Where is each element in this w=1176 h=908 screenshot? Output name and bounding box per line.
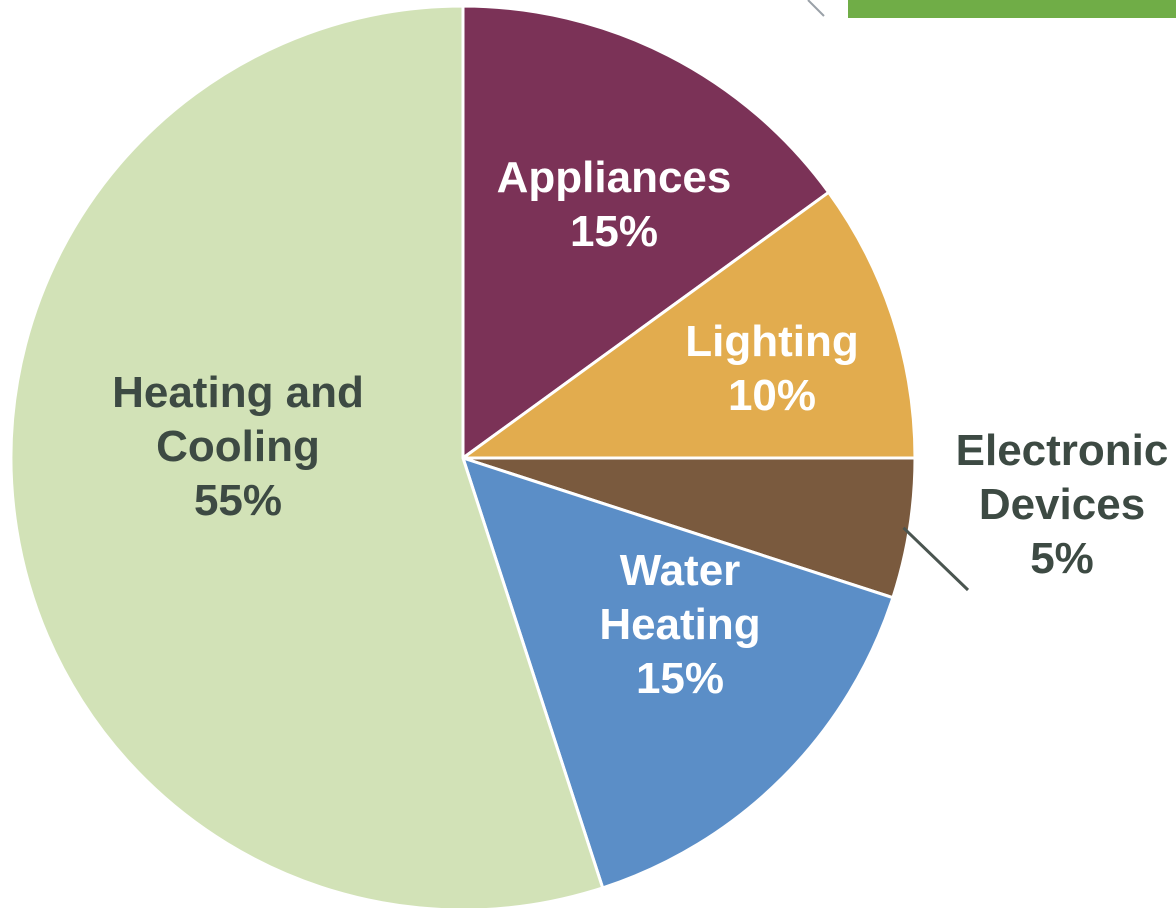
slice-label-line: 55% — [194, 476, 282, 525]
accent-line — [807, 0, 825, 17]
slice-label-heating-and-cooling: Heating and Cooling 55% — [112, 368, 364, 525]
slice-label-line: Lighting — [685, 317, 859, 366]
slice-label-line: Cooling — [156, 422, 320, 471]
slice-label-line: Water — [620, 546, 741, 595]
header-decoration — [807, 0, 1176, 18]
slice-label-water-heating: Water Heating 15% — [599, 546, 760, 703]
slice-label-line: Devices — [979, 480, 1145, 529]
slice-label-line: 5% — [1030, 534, 1094, 583]
slice-label-line: 15% — [636, 654, 724, 703]
slice-label-line: Electronic — [956, 426, 1169, 475]
pie-slice-lighting — [458, 190, 917, 460]
slice-label-line: 15% — [570, 207, 658, 256]
pie-slice-electronic-devices — [462, 456, 917, 600]
pie-slice-heating-and-cooling — [9, 4, 605, 908]
slice-label-line: 10% — [728, 371, 816, 420]
slice-label-lighting: Lighting 10% — [685, 317, 859, 420]
pie-slice-appliances — [461, 4, 831, 461]
slice-label-line: Appliances — [497, 153, 732, 202]
pie-slices — [9, 4, 917, 908]
pie-slice-water-heating — [460, 455, 895, 890]
slice-labels: Appliances 15% Lighting 10% Electronic Device… — [112, 153, 1168, 703]
slice-label-electronic-devices: Electronic Devices 5% — [956, 426, 1169, 583]
slice-label-line: Heating — [599, 600, 760, 649]
leader-lines — [902, 526, 970, 592]
accent-band — [848, 0, 1176, 18]
slice-label-appliances: Appliances 15% — [497, 153, 732, 256]
slice-label-line: Heating and — [112, 368, 364, 417]
leader-line-electronic-devices — [902, 526, 970, 592]
